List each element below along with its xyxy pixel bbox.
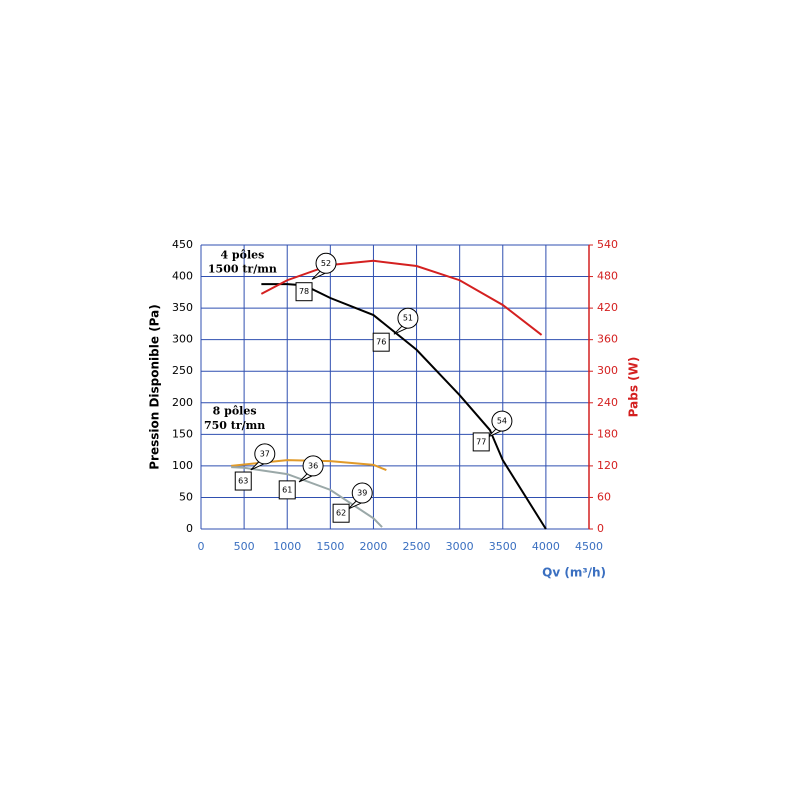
y2-axis-title: Pabs (W)	[627, 357, 641, 418]
box-label: 63	[238, 477, 248, 486]
x-tick-label: 2500	[403, 540, 431, 553]
y2-tick-label: 240	[597, 396, 618, 409]
circle-label: 36	[308, 461, 318, 470]
y-tick-label: 150	[172, 427, 193, 440]
x-axis-title: Qv (m³/h)	[542, 566, 606, 580]
box-label: 78	[299, 287, 309, 296]
y-tick-label: 0	[186, 522, 193, 535]
label-box	[372, 332, 390, 352]
box-label: 76	[376, 338, 386, 347]
x-tick-label: 2000	[359, 540, 387, 553]
label-box	[234, 471, 252, 491]
circle-label: 54	[497, 417, 507, 426]
x-tick-label: 1500	[316, 540, 344, 553]
x-tick-label: 500	[234, 540, 255, 553]
y2-tick-label: 300	[597, 364, 618, 377]
x-tick-label: 3000	[446, 540, 474, 553]
x-tick-label: 3500	[489, 540, 517, 553]
y-tick-label: 200	[172, 396, 193, 409]
y-axis-title: Pression Disponible (Pa)	[148, 304, 162, 469]
callout-bubble	[254, 443, 276, 465]
annotation: 1500 tr/mn	[208, 263, 277, 276]
y2-tick-label: 420	[597, 301, 618, 314]
y-tick-label: 400	[172, 270, 193, 283]
y2-tick-label: 120	[597, 459, 618, 472]
box-label: 77	[476, 437, 486, 446]
callout-bubble	[491, 410, 513, 432]
callout-bubble	[250, 461, 265, 471]
callout-bubble	[302, 455, 324, 477]
circle-label: 51	[403, 314, 413, 323]
circle-label: 52	[321, 259, 331, 268]
y-tick-label: 250	[172, 364, 193, 377]
y2-tick-label: 540	[597, 238, 618, 251]
box-label: 62	[336, 509, 346, 518]
label-box	[295, 282, 313, 302]
annotation: 4 pôles	[220, 249, 264, 262]
label-box	[278, 480, 296, 500]
callout-bubble	[351, 482, 373, 504]
circle-label: 37	[260, 449, 270, 458]
y2-tick-label: 480	[597, 270, 618, 283]
circle-label: 39	[357, 489, 367, 498]
y-tick-label: 450	[172, 238, 193, 251]
y-tick-label: 50	[179, 490, 193, 503]
callout-bubble	[311, 270, 326, 280]
x-tick-label: 4500	[575, 540, 603, 553]
callout-bubble	[315, 252, 337, 274]
series-line	[260, 259, 543, 336]
box-label: 61	[282, 485, 292, 494]
y-tick-label: 300	[172, 333, 193, 346]
y2-tick-label: 60	[597, 490, 611, 503]
label-box	[332, 503, 350, 523]
x-tick-label: 1000	[273, 540, 301, 553]
x-tick-label: 4000	[532, 540, 560, 553]
y2-tick-label: 360	[597, 333, 618, 346]
y-tick-label: 350	[172, 301, 193, 314]
callout-bubble	[298, 473, 313, 483]
callout-bubble	[397, 307, 419, 329]
series-line	[231, 466, 383, 528]
callout-bubble	[393, 325, 408, 335]
annotation: 750 tr/mn	[204, 419, 265, 432]
y2-tick-label: 0	[597, 522, 604, 535]
y-tick-label: 100	[172, 459, 193, 472]
label-box	[472, 432, 490, 452]
x-tick-label: 0	[198, 540, 205, 553]
y2-tick-label: 180	[597, 427, 618, 440]
annotation: 8 pôles	[213, 405, 257, 418]
